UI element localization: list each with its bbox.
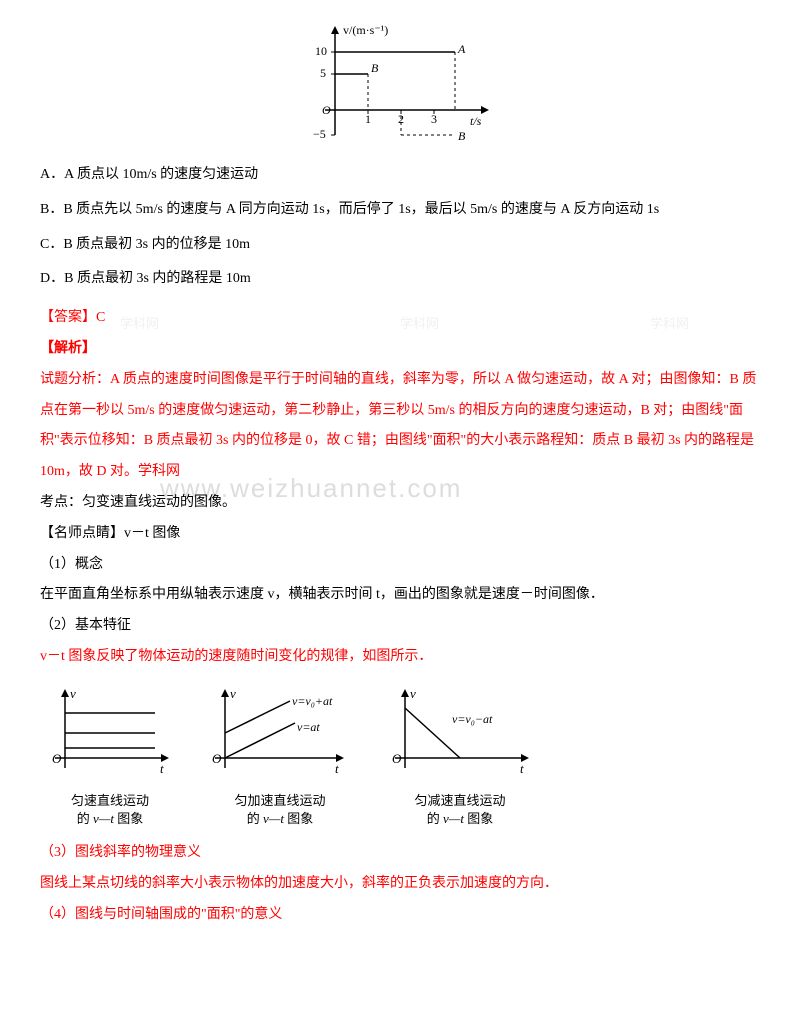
svg-text:v=at: v=at xyxy=(297,720,320,734)
chart2-svg: v t O v=v₀+at v=at xyxy=(200,683,360,783)
chart3-block: v t O v=v₀−at 匀减速直线运动的 v—t 图象 xyxy=(380,683,540,829)
chart2-caption: 匀加速直线运动的 v—t 图象 xyxy=(200,792,360,828)
option-d: D．B 质点最初 3s 内的路程是 10m xyxy=(40,264,760,295)
section3-body: 图线上某点切线的斜率大小表示物体的加速度大小，斜率的正负表示加速度的方向． xyxy=(40,869,760,900)
y-axis-label: v/(m·s⁻¹) xyxy=(343,23,388,37)
svg-text:v=v₀−at: v=v₀−at xyxy=(452,712,493,726)
analysis-body-1: 试题分析：A 质点的速度时间图像是平行于时间轴的直线，斜率为零，所以 A 做匀速… xyxy=(40,365,760,488)
svg-text:v: v xyxy=(230,686,236,701)
section2-body: v－t 图象反映了物体运动的速度随时间变化的规律，如图所示． xyxy=(40,642,760,673)
xtick-3: 3 xyxy=(431,112,437,126)
svg-text:v: v xyxy=(410,686,416,701)
svg-text:O: O xyxy=(52,751,62,766)
ytick-5: 5 xyxy=(320,66,326,80)
svg-text:v=v₀+at: v=v₀+at xyxy=(292,694,333,708)
section1-body: 在平面直角坐标系中用纵轴表示速度 v，横轴表示时间 t，画出的图象就是速度－时间… xyxy=(40,580,760,611)
tips-title: 【名师点睛】v－t 图像 xyxy=(40,519,760,550)
ytick-10: 10 xyxy=(315,44,327,58)
xtick-1: 1 xyxy=(365,112,371,126)
section4-title: （4）图线与时间轴围成的"面积"的意义 xyxy=(40,900,760,931)
origin-label: O xyxy=(322,103,331,117)
option-c: C．B 质点最初 3s 内的位移是 10m xyxy=(40,230,760,261)
option-a: A．A 质点以 10m/s 的速度匀速运动 xyxy=(40,160,760,191)
chart1-svg: v t O xyxy=(40,683,180,783)
point-b-bottom-label: B xyxy=(458,129,466,143)
svg-text:t: t xyxy=(160,761,164,776)
vt-chart-main: 10 5 O −5 1 2 3 v/(m·s⁻¹) t/s A B B xyxy=(295,20,505,150)
svg-text:v: v xyxy=(70,686,76,701)
section3-title: （3）图线斜率的物理意义 xyxy=(40,838,760,869)
section2-title: （2）基本特征 xyxy=(40,611,760,642)
chart3-svg: v t O v=v₀−at xyxy=(380,683,540,783)
option-b: B．B 质点先以 5m/s 的速度与 A 同方向运动 1s，而后停了 1s，最后… xyxy=(40,195,760,226)
kaodian-text: 考点：匀变速直线运动的图像。 xyxy=(40,488,760,519)
svg-text:t: t xyxy=(335,761,339,776)
three-charts-row: v t O 匀速直线运动的 v—t 图象 v t O v=v₀+at v=at … xyxy=(40,683,760,829)
section1-title: （1）概念 xyxy=(40,550,760,581)
chart1-caption: 匀速直线运动的 v—t 图象 xyxy=(40,792,180,828)
ytick-neg5: −5 xyxy=(313,127,326,141)
chart3-caption: 匀减速直线运动的 v—t 图象 xyxy=(380,792,540,828)
svg-text:O: O xyxy=(392,751,402,766)
chart1-block: v t O 匀速直线运动的 v—t 图象 xyxy=(40,683,180,829)
chart2-block: v t O v=v₀+at v=at 匀加速直线运动的 v—t 图象 xyxy=(200,683,360,829)
analysis-label: 【解析】 xyxy=(40,334,760,365)
point-b-top-label: B xyxy=(371,61,379,75)
svg-text:t: t xyxy=(520,761,524,776)
x-axis-label: t/s xyxy=(470,114,482,128)
point-a-label: A xyxy=(457,42,466,56)
answer-text: 【答案】C xyxy=(40,303,760,334)
svg-text:O: O xyxy=(212,751,222,766)
